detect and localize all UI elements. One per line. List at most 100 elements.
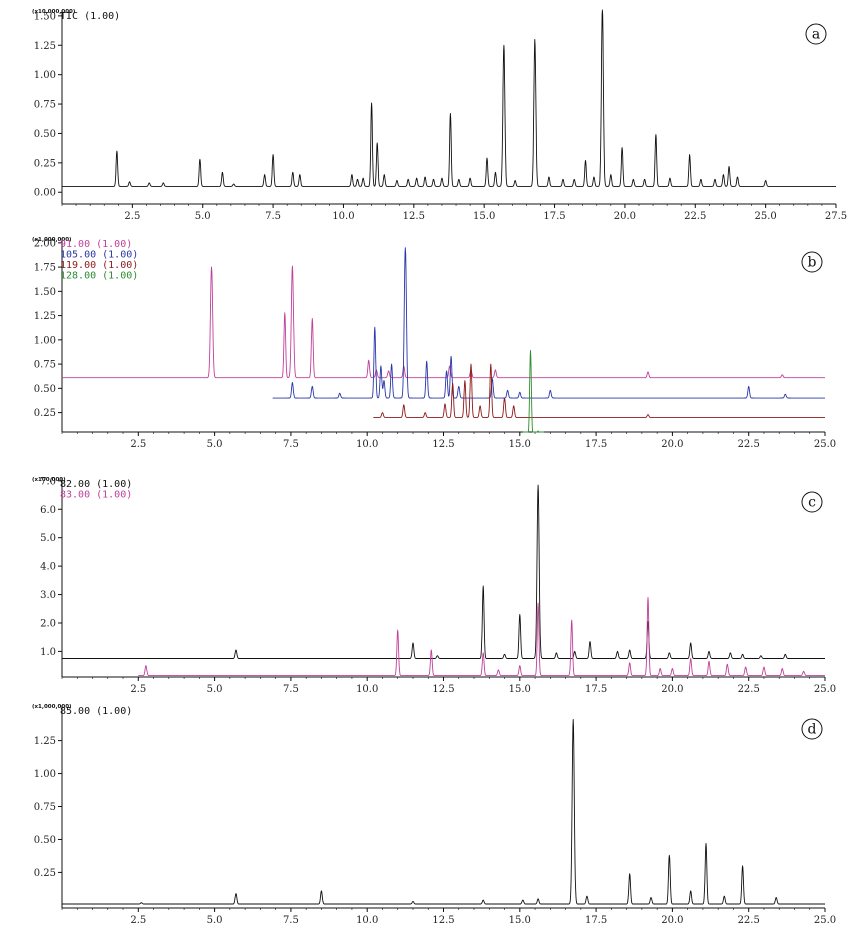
y-tick-label: 6.0 (40, 505, 56, 516)
scale-label: (x100,000) (32, 477, 66, 483)
x-tick-label: 20.0 (661, 439, 683, 450)
y-tick-label: 7.0 (40, 476, 56, 487)
legend-entry: 91.00 (1.00) (60, 239, 132, 250)
x-tick-label: 10.0 (332, 211, 354, 222)
y-tick-label: 3.0 (40, 590, 56, 601)
y-tick-label: 0.50 (34, 384, 56, 395)
panel-label: a (812, 27, 820, 43)
x-tick-label: 17.5 (585, 684, 607, 695)
panel-a: 2.5 5.0 7.5 10.0 12.5 15.0 17.5 20.0 22.5 25.0 27.… (32, 9, 847, 222)
series-line-0 (61, 9, 837, 187)
x-tick-label: 20.0 (661, 684, 683, 695)
x-tick-label: 25.0 (755, 211, 777, 222)
y-tick-label: 5.0 (40, 533, 56, 544)
panel-label: d (808, 722, 817, 738)
x-tick-label: 7.5 (283, 915, 299, 926)
x-tick-label: 7.5 (265, 211, 281, 222)
y-tick-label: 1.00 (34, 70, 56, 81)
legend-entry: TIC (1.00) (60, 11, 120, 22)
y-tick-label: 1.50 (34, 11, 56, 22)
panel-label-circle (801, 251, 823, 273)
x-tick-label: 17.5 (543, 211, 565, 222)
x-tick-label: 20.0 (614, 211, 636, 222)
y-tick-label: 0.00 (34, 188, 56, 199)
y-tick-label: 0.75 (34, 100, 56, 111)
x-tick-label: 5.0 (207, 915, 223, 926)
legend-entry: 119.00 (1.00) (60, 260, 138, 271)
x-tick-label: 27.5 (825, 211, 847, 222)
x-tick-label: 7.5 (283, 439, 299, 450)
panel-label: b (808, 255, 817, 271)
x-tick-label: 17.5 (585, 439, 607, 450)
y-tick-label: 0.50 (34, 835, 56, 846)
x-tick-label: 25.0 (814, 915, 836, 926)
x-tick-label: 2.5 (130, 915, 146, 926)
y-tick-label: 1.25 (34, 41, 56, 52)
panel-d: 2.5 5.0 7.5 10.0 12.5 15.0 17.5 20.0 22.5 25.0 0.2… (32, 704, 836, 926)
y-tick-label: 0.25 (34, 868, 56, 879)
panel-label-circle (801, 718, 823, 740)
panel-c: 2.5 5.0 7.5 10.0 12.5 15.0 17.5 20.0 22.5 25.0 1.0… (32, 476, 836, 695)
panel-b: 2.5 5.0 7.5 10.0 12.5 15.0 17.5 20.0 22.5 25.0 0.2… (32, 237, 836, 450)
y-tick-label: 0.25 (34, 158, 56, 169)
series-line-2 (373, 363, 826, 418)
series-line-3 (522, 350, 545, 433)
y-tick-label: 2.0 (40, 618, 56, 629)
y-tick-label: 1.50 (34, 287, 56, 298)
x-tick-label: 22.5 (738, 915, 760, 926)
x-tick-label: 25.0 (814, 439, 836, 450)
y-tick-label: 1.00 (34, 335, 56, 346)
panel-label: c (808, 495, 816, 511)
x-tick-label: 22.5 (684, 211, 706, 222)
x-tick-label: 15.0 (509, 915, 531, 926)
series-line-0 (61, 484, 826, 659)
legend-entry: 85.00 (1.00) (60, 706, 132, 717)
panel-label-circle (805, 23, 827, 45)
x-tick-label: 15.0 (509, 439, 531, 450)
scale-label: (x1,000,000) (32, 704, 72, 710)
y-tick-label: 0.25 (34, 408, 56, 419)
y-tick-label: 1.25 (34, 736, 56, 747)
x-tick-label: 5.0 (195, 211, 211, 222)
panel-label-circle (801, 491, 823, 513)
x-tick-label: 22.5 (738, 439, 760, 450)
legend-entry: 105.00 (1.00) (60, 250, 138, 261)
y-tick-label: 1.75 (34, 263, 56, 274)
x-tick-label: 12.5 (432, 439, 454, 450)
series-line-0 (61, 265, 826, 379)
x-tick-label: 17.5 (585, 915, 607, 926)
x-tick-label: 25.0 (814, 684, 836, 695)
legend-entry: 128.00 (1.00) (60, 271, 138, 282)
x-tick-label: 10.0 (356, 684, 378, 695)
x-tick-label: 2.5 (130, 684, 146, 695)
x-tick-label: 7.5 (283, 684, 299, 695)
legend-entry: 82.00 (1.00) (60, 479, 132, 490)
x-tick-label: 20.0 (661, 915, 683, 926)
y-tick-label: 0.50 (34, 129, 56, 140)
series-line-1 (138, 596, 826, 677)
y-tick-label: 1.25 (34, 311, 56, 322)
y-tick-label: 2.00 (34, 238, 56, 249)
x-tick-label: 10.0 (356, 915, 378, 926)
y-tick-label: 0.75 (34, 360, 56, 371)
x-tick-label: 15.0 (473, 211, 495, 222)
series-line-0 (61, 719, 826, 905)
x-tick-label: 12.5 (432, 684, 454, 695)
x-tick-label: 12.5 (432, 915, 454, 926)
scale-label: (x1,000,000) (32, 237, 72, 243)
series-line-1 (272, 247, 826, 399)
y-tick-label: 1.0 (40, 647, 56, 658)
x-tick-label: 10.0 (356, 439, 378, 450)
legend-entry: 83.00 (1.00) (60, 490, 132, 501)
x-tick-label: 15.0 (509, 684, 531, 695)
y-tick-label: 1.00 (34, 769, 56, 780)
x-tick-label: 22.5 (738, 684, 760, 695)
x-tick-label: 2.5 (124, 211, 140, 222)
y-tick-label: 4.0 (40, 562, 56, 573)
scale-label: (x10,000,000) (32, 9, 76, 15)
x-tick-label: 5.0 (207, 439, 223, 450)
x-tick-label: 5.0 (207, 684, 223, 695)
x-tick-label: 2.5 (130, 439, 146, 450)
